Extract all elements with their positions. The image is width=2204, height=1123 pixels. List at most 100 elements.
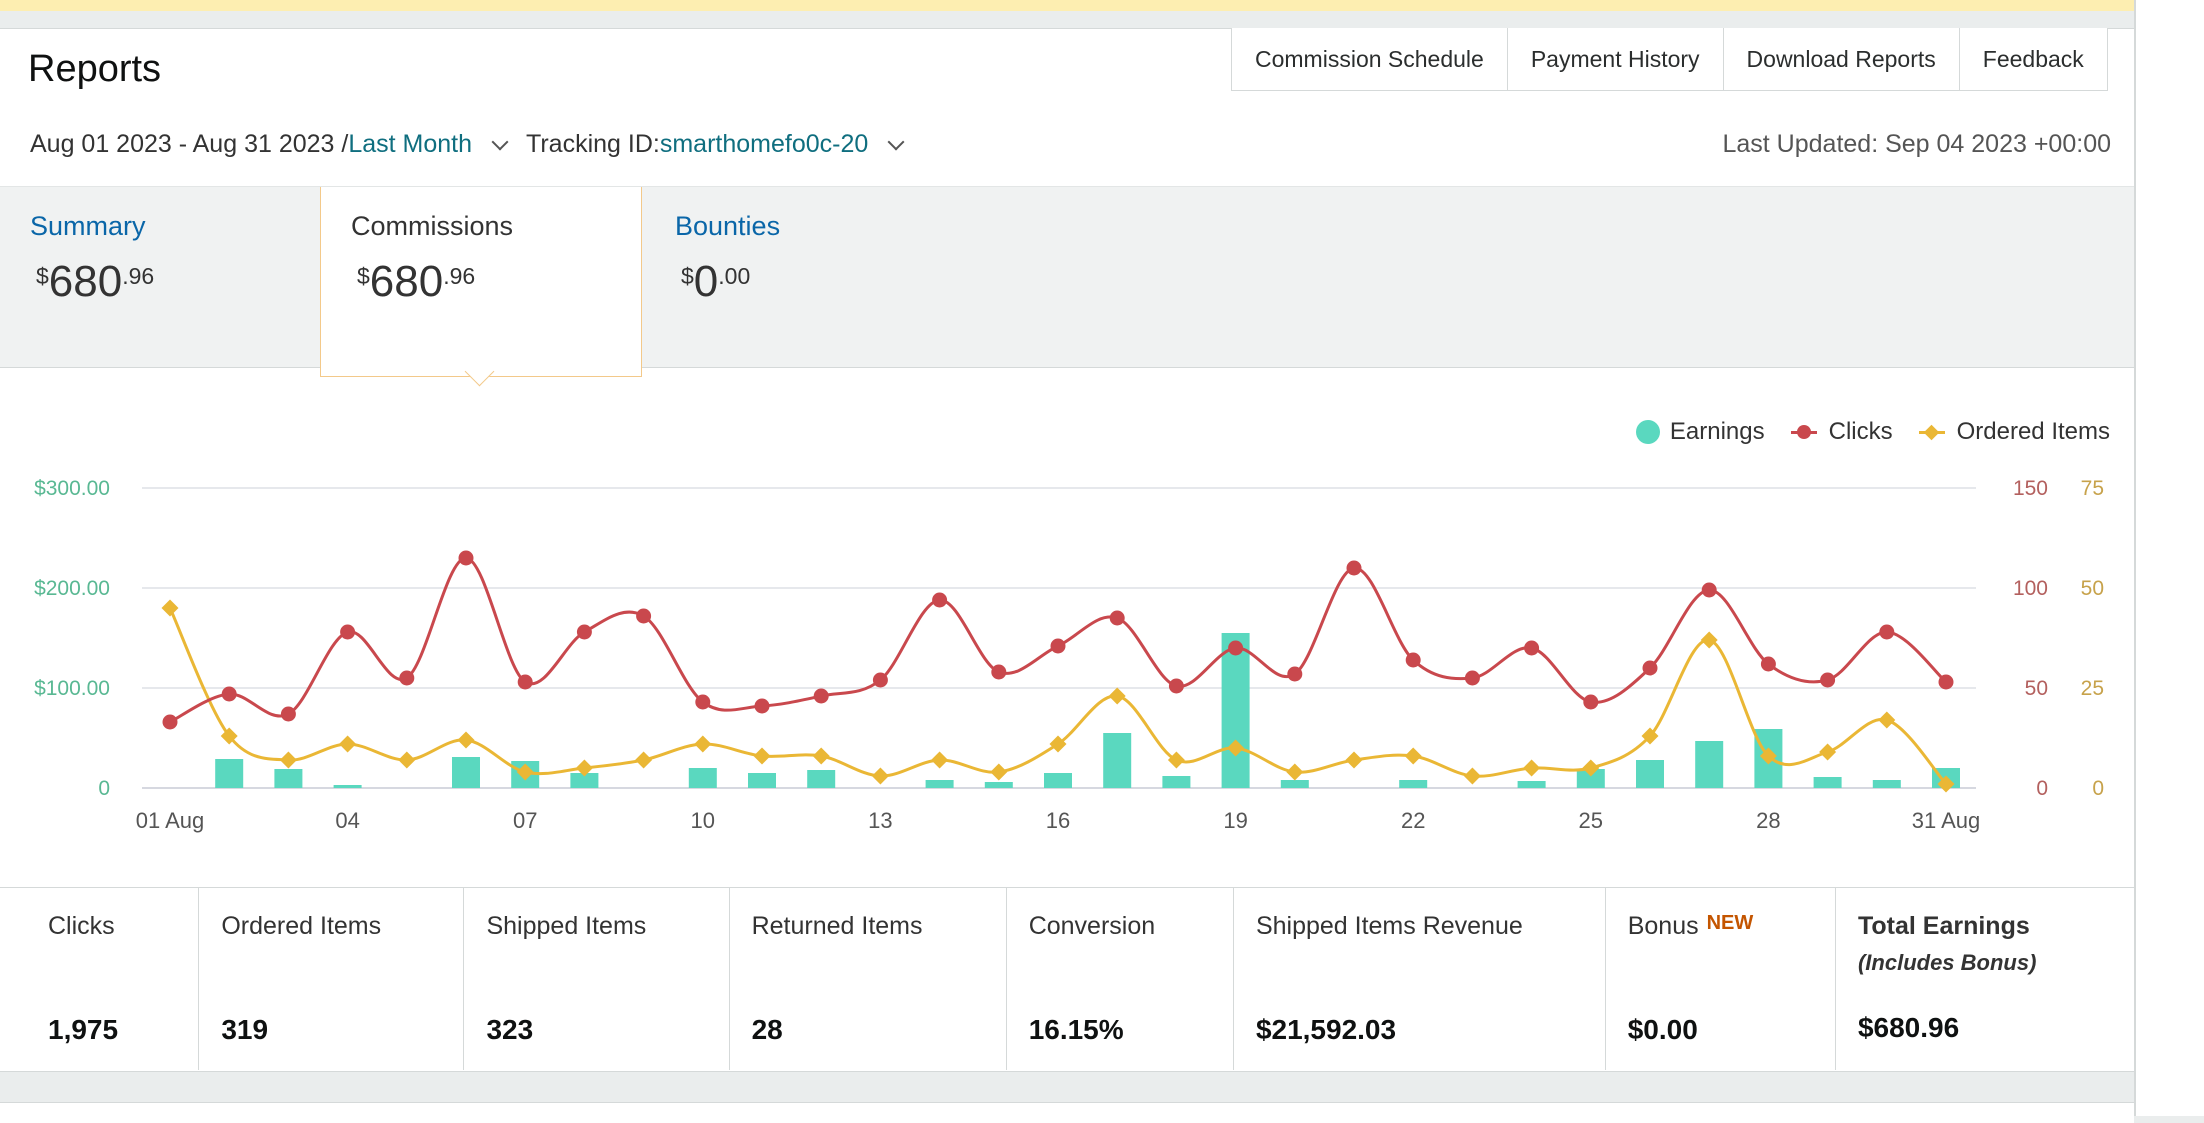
ordered-items-point	[575, 759, 593, 777]
ordered-items-point	[1582, 759, 1600, 777]
earnings-swatch	[1635, 420, 1660, 444]
x-tick-label: 07	[513, 808, 537, 833]
report-filters: Aug 01 2023 - Aug 31 2023 / Last Month T…	[30, 130, 916, 159]
legend-earnings-label: Earnings	[1669, 418, 1765, 445]
date-range: Aug 01 2023 - Aug 31 2023 /	[30, 130, 349, 158]
ordered-items-line	[168, 607, 1948, 786]
metric-value: $21,592.03	[1255, 1014, 1397, 1045]
download-reports-tab[interactable]: Download Reports	[1723, 28, 1960, 90]
earnings-bar	[1695, 741, 1724, 788]
period-selector[interactable]: Last Month	[348, 130, 473, 158]
legend-clicks[interactable]: Clicks	[1790, 418, 1893, 446]
earnings-bar	[748, 773, 776, 788]
ordered-items-point	[516, 763, 534, 781]
x-tick-label: 19	[1223, 808, 1247, 833]
chevron-down-icon[interactable]	[887, 133, 905, 150]
legend-ordered-items[interactable]: Ordered Items	[1918, 418, 2110, 446]
bounties-tab[interactable]: Bounties $0.00	[645, 187, 965, 367]
ordered-items-point	[1108, 687, 1126, 705]
clicks-point	[1168, 678, 1184, 694]
commissions-amount: $680.96	[357, 257, 476, 306]
ordered-items-point	[279, 751, 297, 769]
clicks-point	[991, 664, 1007, 680]
earnings-bar	[1044, 773, 1072, 788]
ordered-items-point	[1404, 747, 1422, 765]
metric-ordered-items: Ordered Items 319	[199, 888, 465, 1070]
clicks-point	[576, 624, 592, 640]
metric-value: 1,975	[48, 1014, 119, 1045]
metric-value: 28	[751, 1014, 783, 1045]
ordered-items-point	[1049, 735, 1067, 753]
metric-returned-items: Returned Items 28	[730, 888, 1007, 1070]
clicks-point	[1524, 640, 1540, 656]
legend-ordered-label: Ordered Items	[1956, 418, 2110, 445]
x-tick-label: 10	[691, 808, 715, 833]
x-tick-label: 28	[1756, 808, 1780, 833]
earnings-bar	[1576, 769, 1605, 788]
y-right-clicks-tick-label: 50	[2025, 677, 2048, 700]
metric-sublabel: (Includes Bonus)	[1857, 950, 2037, 975]
clicks-point	[399, 670, 415, 686]
ordered-items-point	[871, 767, 889, 785]
ordered-items-swatch	[1918, 424, 1945, 440]
metric-value: $680.96	[1857, 1012, 1960, 1043]
ordered-items-point	[457, 731, 475, 749]
clicks-point	[1701, 582, 1717, 598]
legend-earnings[interactable]: Earnings	[1635, 418, 1765, 446]
y-right-ordered-tick-label: 50	[2081, 577, 2104, 600]
earnings-bar	[452, 757, 480, 788]
y-right-clicks-tick-label: 100	[2013, 577, 2048, 600]
clicks-point	[636, 608, 652, 624]
clicks-point	[1642, 660, 1658, 676]
earnings-bar	[1221, 633, 1250, 788]
ordered-items-point	[1641, 727, 1659, 745]
ordered-items-point	[1463, 767, 1481, 785]
metric-shipped-revenue: Shipped Items Revenue $21,592.03	[1234, 888, 1606, 1070]
metric-label: Shipped Items Revenue	[1255, 912, 1523, 940]
metric-label: Bonus NEW	[1627, 912, 1754, 940]
legend-clicks-label: Clicks	[1828, 418, 1893, 445]
commissions-tab[interactable]: Commissions $680.96	[320, 187, 642, 377]
clicks-point	[932, 592, 948, 608]
metric-total-earnings: Total Earnings (Includes Bonus) $680.96	[1836, 888, 2134, 1070]
commission-schedule-tab[interactable]: Commission Schedule	[1232, 28, 1508, 90]
summary-tab[interactable]: Summary $680.96	[0, 187, 320, 367]
ordered-items-point	[1819, 743, 1837, 761]
summary-amount: $680.96	[36, 257, 155, 306]
tracking-id-selector[interactable]: smarthomefo0c-20	[659, 130, 869, 158]
metric-value: 16.15%	[1028, 1014, 1124, 1045]
payment-history-tab[interactable]: Payment History	[1507, 28, 1724, 90]
summary-tab-label: Summary	[30, 211, 146, 241]
ordered-items-point	[694, 735, 712, 753]
earnings-bar	[1162, 776, 1191, 788]
report-nav-tabs: Commission Schedule Payment History Down…	[1231, 28, 2108, 91]
page-title: Reports	[28, 48, 162, 90]
metric-bonus: Bonus NEW $0.00	[1606, 888, 1836, 1070]
earnings-bar	[333, 785, 362, 788]
clicks-point	[1820, 672, 1836, 688]
clicks-point	[1050, 638, 1066, 654]
last-updated: Last Updated: Sep 04 2023 +00:00	[1722, 130, 2111, 158]
bounties-amount: $0.00	[681, 257, 751, 306]
ordered-items-point	[931, 751, 949, 769]
clicks-point	[695, 694, 711, 710]
clicks-point	[1760, 656, 1776, 672]
metric-label: Shipped Items	[486, 912, 647, 940]
clicks-point	[754, 698, 770, 714]
ordered-items-point	[1286, 763, 1304, 781]
ordered-items-point	[753, 747, 771, 765]
ordered-items-point	[812, 747, 830, 765]
earnings-bar	[1280, 780, 1309, 788]
metric-label: Conversion	[1028, 912, 1156, 940]
metric-value: 323	[486, 1014, 534, 1045]
metric-label: Total Earnings	[1857, 912, 2030, 940]
chevron-down-icon[interactable]	[491, 133, 509, 150]
x-tick-label: 13	[868, 808, 892, 833]
feedback-tab[interactable]: Feedback	[1959, 28, 2108, 90]
ordered-items-point	[1759, 747, 1777, 765]
tracking-label: Tracking ID:	[526, 130, 660, 158]
y-right-ordered-tick-label: 75	[2081, 477, 2104, 500]
x-tick-label: 16	[1046, 808, 1070, 833]
earnings-bar	[1872, 780, 1901, 788]
metrics-bar: Clicks 1,975 Ordered Items 319 Shipped I…	[0, 887, 2134, 1070]
